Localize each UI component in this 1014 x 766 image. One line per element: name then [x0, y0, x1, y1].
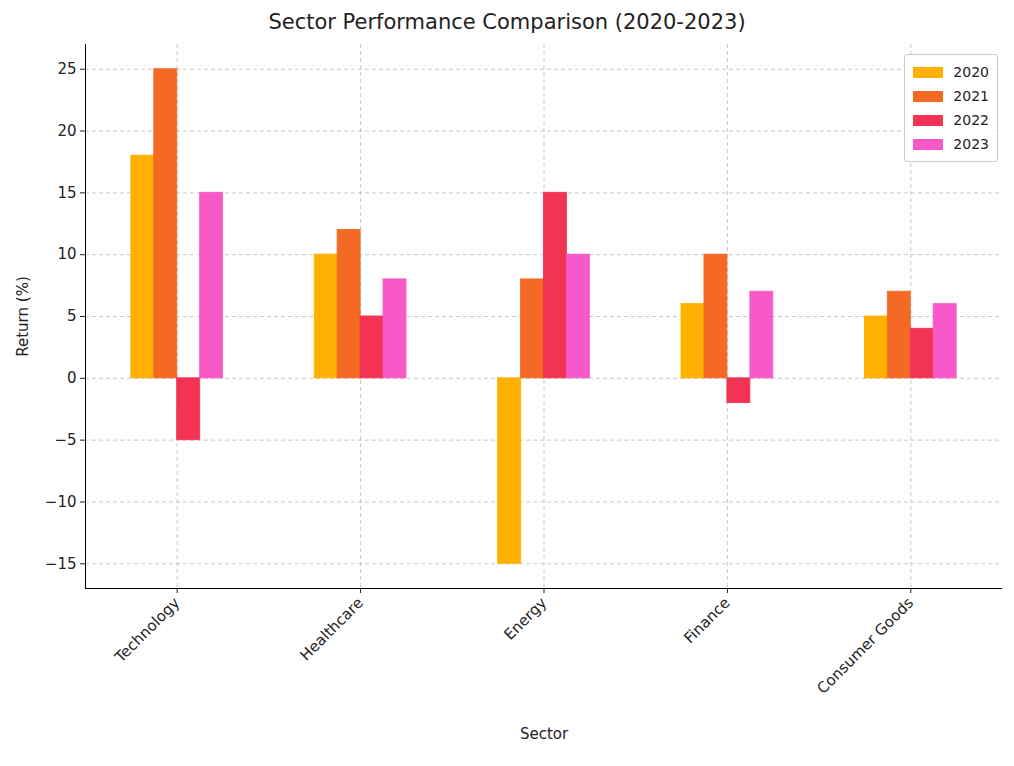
svg-text:Return (%): Return (%)	[14, 276, 32, 357]
svg-text:25: 25	[57, 60, 76, 78]
html-text:2020: 2020	[953, 64, 989, 80]
svg-text:0: 0	[67, 369, 77, 387]
svg-text:Finance: Finance	[680, 594, 733, 647]
svg-text:15: 15	[57, 184, 76, 202]
svg-text:−15: −15	[45, 555, 77, 573]
svg-text:10: 10	[57, 245, 76, 263]
html-text:Sector Performance Comparison: Sector Performance Comparison (2020-2023…	[268, 10, 746, 34]
svg-text:20: 20	[57, 122, 76, 140]
svg-text:Technology: Technology	[111, 594, 184, 667]
svg-text:Consumer Goods: Consumer Goods	[813, 594, 917, 698]
html-text:2022: 2022	[953, 112, 989, 128]
svg-text:−5: −5	[54, 431, 76, 449]
svg-text:Energy: Energy	[500, 594, 550, 644]
html-text:2023: 2023	[953, 136, 989, 152]
svg-text:Sector: Sector	[520, 725, 569, 743]
html-text:2021: 2021	[953, 88, 989, 104]
svg-text:5: 5	[67, 307, 77, 325]
svg-text:−10: −10	[45, 493, 77, 511]
svg-text:Healthcare: Healthcare	[296, 594, 367, 665]
